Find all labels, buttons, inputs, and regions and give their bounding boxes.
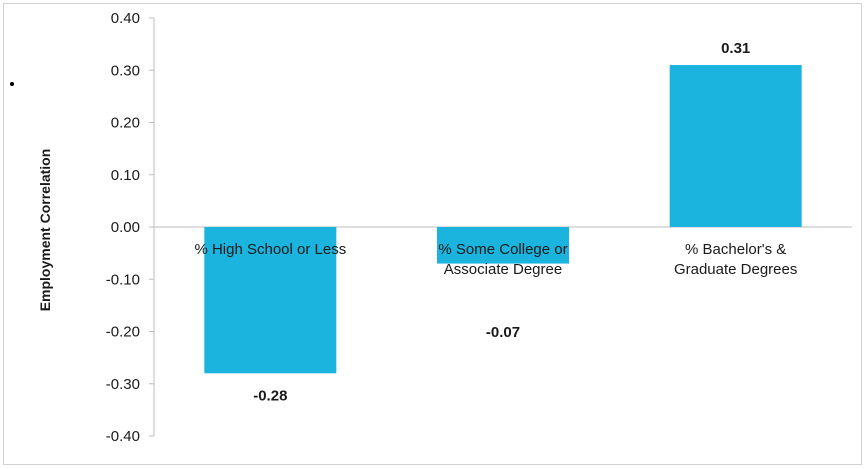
data-label: -0.28: [253, 387, 287, 404]
bar: [669, 65, 802, 228]
data-label: 0.31: [721, 40, 750, 57]
y-tick-label: 0.30: [111, 62, 140, 79]
category-label: Graduate Degrees: [674, 261, 797, 278]
stray-dot: [10, 82, 14, 86]
y-tick-label: -0.30: [106, 376, 140, 393]
labels: % High School or Less % Some College or As…: [194, 40, 797, 404]
y-tick-label: -0.10: [106, 271, 140, 288]
category-label: % Some College or: [438, 241, 567, 258]
y-tick-label: 0.00: [111, 219, 140, 236]
bar: [204, 227, 337, 374]
y-tick-label: -0.20: [106, 324, 140, 341]
y-tick-label: -0.40: [106, 428, 140, 445]
y-axis-title: Employment Correlation: [37, 149, 53, 312]
category-label: % High School or Less: [194, 241, 346, 258]
bars: [204, 65, 802, 374]
category-label: Associate Degree: [444, 261, 562, 278]
category-label: % Bachelor's &: [685, 241, 786, 258]
y-tick-label: 0.40: [111, 10, 140, 27]
y-tick-label: 0.20: [111, 115, 140, 132]
bar: [437, 227, 569, 264]
y-tick-label: 0.10: [111, 167, 140, 184]
data-label: -0.07: [486, 324, 520, 341]
